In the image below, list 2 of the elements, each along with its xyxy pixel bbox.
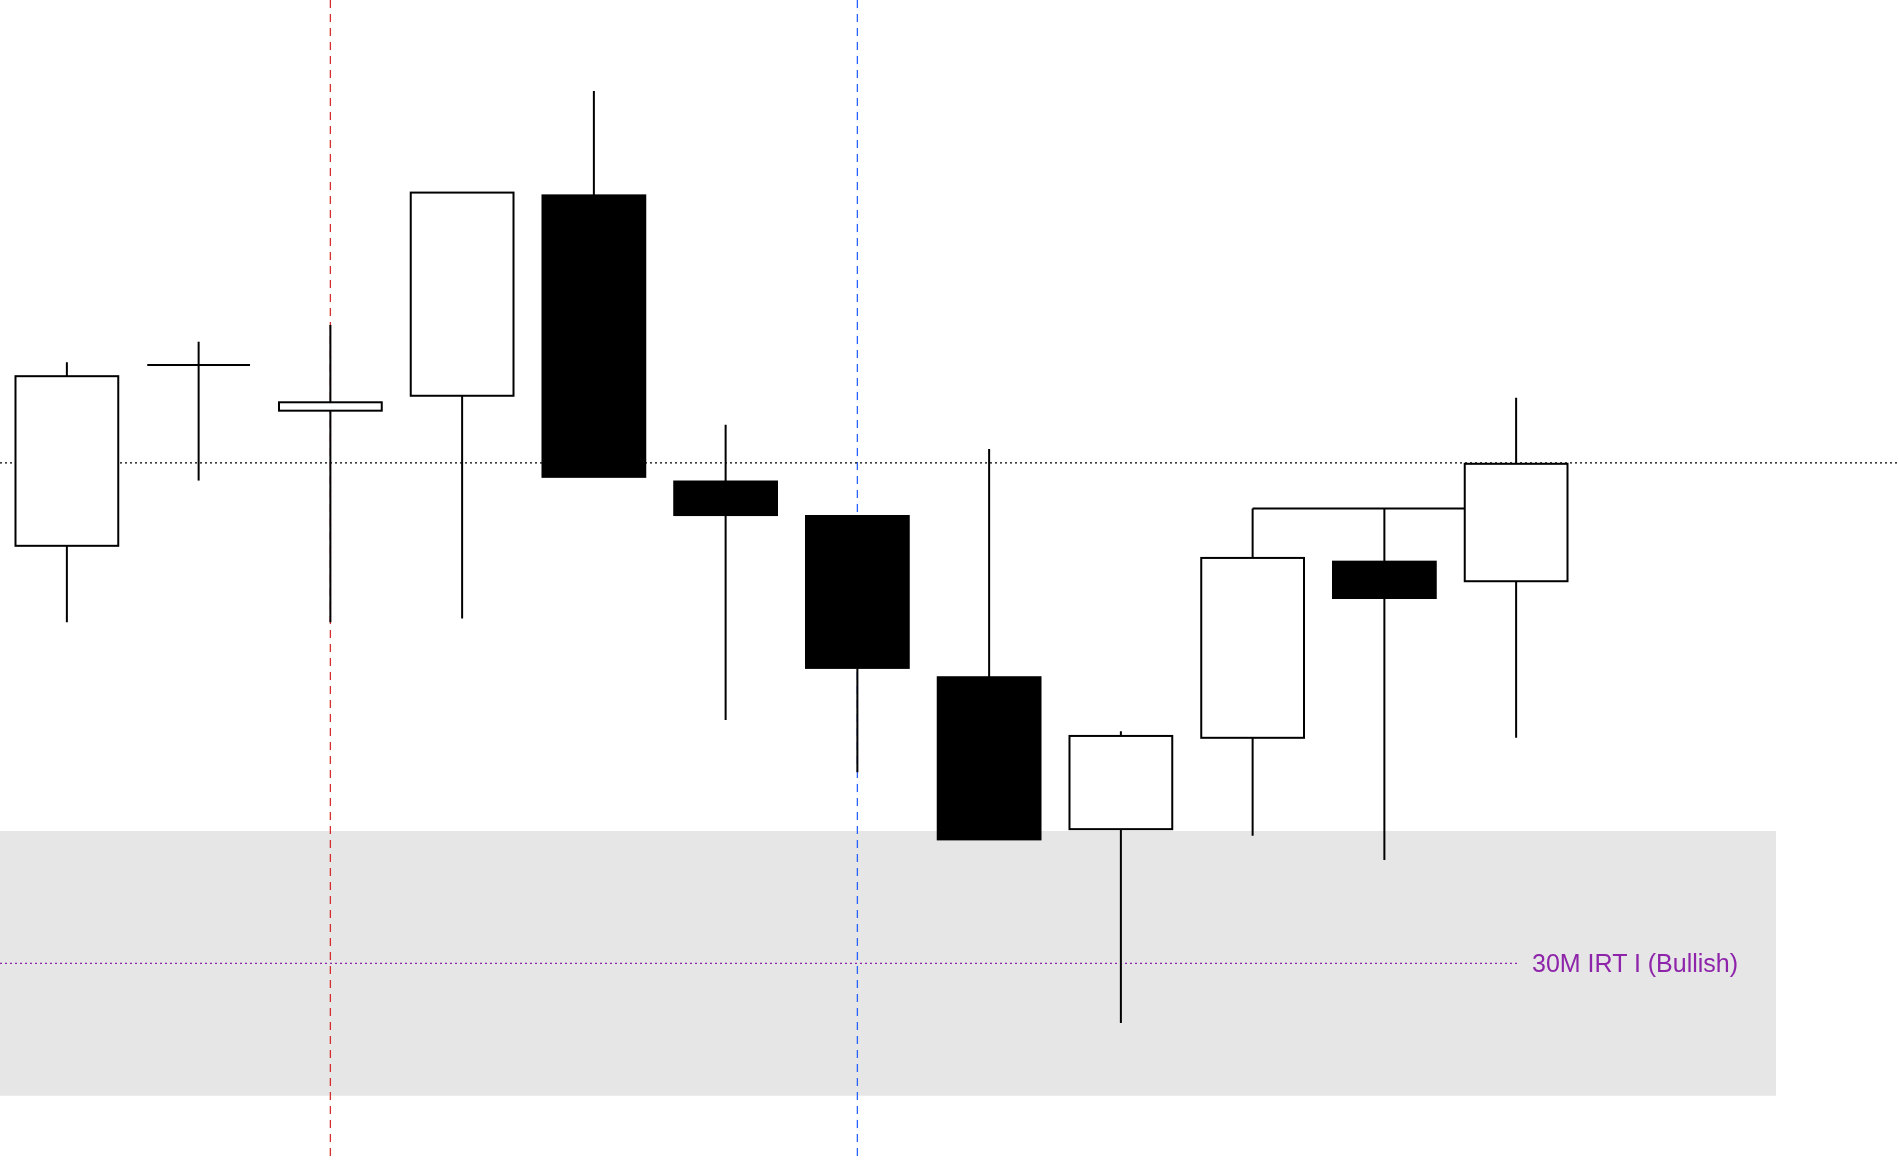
candlestick <box>673 423 779 722</box>
ref-line-label: 30M IRT I (Bullish) <box>1532 949 1739 978</box>
